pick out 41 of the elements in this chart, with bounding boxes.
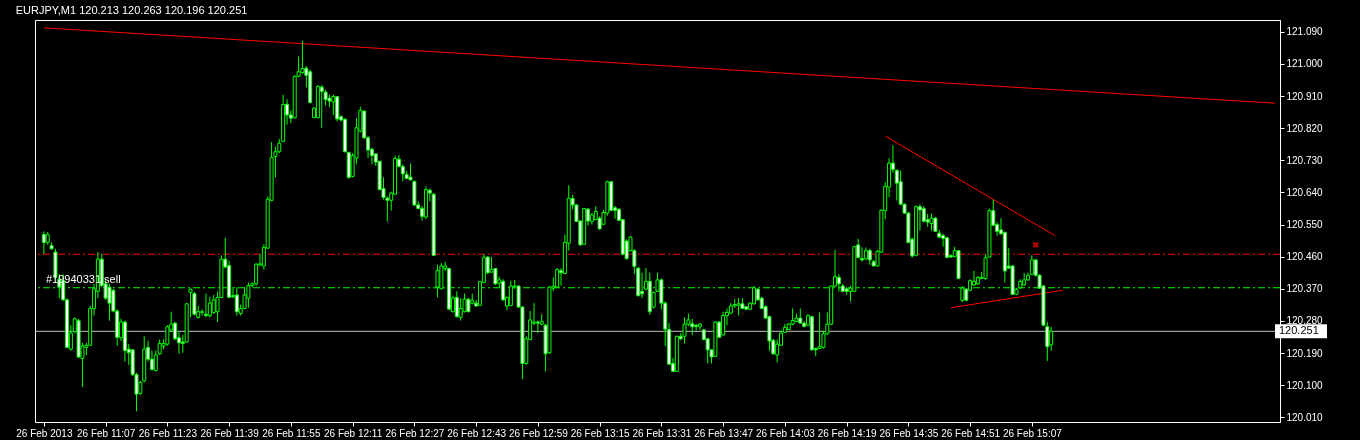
x-tick-label: 26 Feb 13:47 xyxy=(694,427,754,439)
y-tick-label: 120.460 xyxy=(1286,251,1324,263)
y-tick-label: 120.190 xyxy=(1286,347,1324,359)
x-tick-label: 26 Feb 12:43 xyxy=(447,427,507,439)
candlestick xyxy=(41,230,46,255)
candlestick xyxy=(721,311,726,337)
y-tick-label: 120.820 xyxy=(1286,122,1324,134)
x-tick-label: 26 Feb 14:19 xyxy=(817,427,878,439)
y-tick-label: 120.010 xyxy=(1286,411,1324,423)
y-tick-label: 120.370 xyxy=(1286,283,1324,295)
x-tick-label: 26 Feb 13:15 xyxy=(570,427,631,439)
chart-title: EURJPY,M1 120.213 120.263 120.196 120.251 xyxy=(15,4,248,16)
x-tick-label: 26 Feb 11:39 xyxy=(200,427,260,439)
x-tick-label: 26 Feb 2013 xyxy=(16,427,73,439)
x-tick-label: 26 Feb 11:23 xyxy=(138,427,198,439)
y-tick-label: 121.000 xyxy=(1286,58,1324,70)
candlestick xyxy=(207,296,212,318)
x-tick-label: 26 Feb 12:59 xyxy=(508,427,569,439)
candlestick xyxy=(192,291,197,317)
x-tick-label: 26 Feb 11:07 xyxy=(77,427,136,439)
x-tick-label: 26 Feb 12:27 xyxy=(385,427,445,439)
ref-line-label: 120.251 xyxy=(1279,324,1319,337)
candlestick xyxy=(1049,326,1054,352)
x-tick-label: 26 Feb 14:03 xyxy=(755,427,816,439)
x-tick-label: 26 Feb 12:11 xyxy=(324,427,383,439)
candlestick xyxy=(535,320,540,334)
y-tick-label: 120.280 xyxy=(1286,315,1324,327)
x-tick-label: 26 Feb 15:07 xyxy=(1002,427,1063,439)
y-tick-label: 120.910 xyxy=(1286,90,1324,102)
y-tick-label: 120.730 xyxy=(1286,154,1324,166)
candlestick xyxy=(331,94,336,116)
y-tick-label: 121.090 xyxy=(1286,26,1324,38)
x-tick-label: 26 Feb 14:35 xyxy=(879,427,939,439)
y-tick-label: 120.100 xyxy=(1286,379,1324,391)
x-tick-label: 26 Feb 13:31 xyxy=(632,427,692,439)
x-tick-label: 26 Feb 11:55 xyxy=(262,427,321,439)
candlestick xyxy=(458,297,463,322)
x-tick-label: 26 Feb 14:51 xyxy=(941,427,1001,439)
y-tick-label: 120.640 xyxy=(1286,186,1324,198)
y-tick-label: 120.550 xyxy=(1286,219,1324,231)
candlestick xyxy=(300,40,305,75)
